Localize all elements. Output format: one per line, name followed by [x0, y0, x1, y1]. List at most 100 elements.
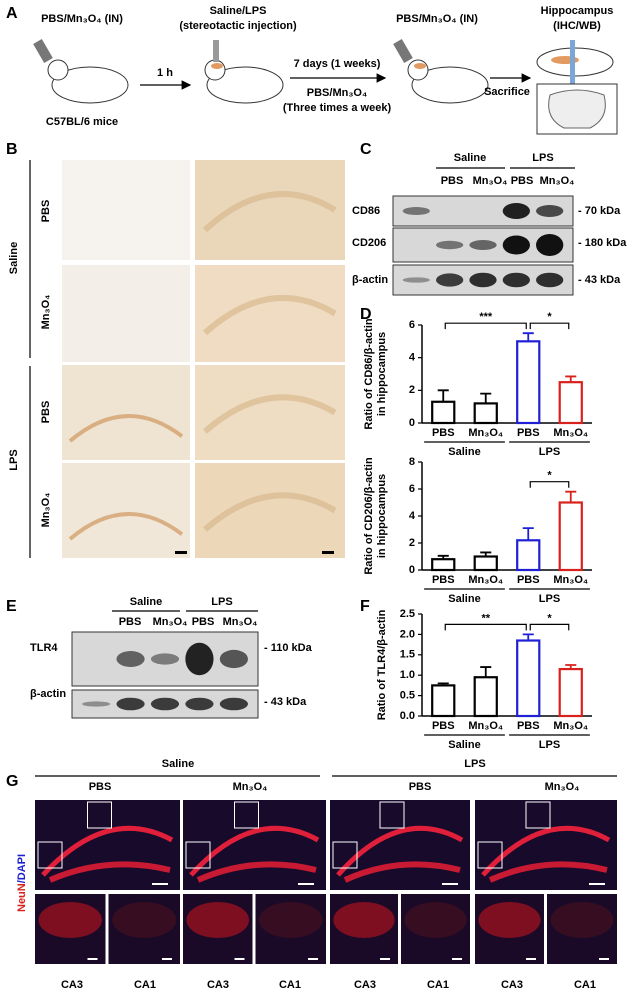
panel-label: A — [6, 5, 18, 22]
band — [219, 697, 248, 711]
error-bar — [565, 375, 577, 383]
step-label: (IHC/WB) — [553, 20, 601, 32]
inset-box — [185, 841, 211, 869]
group-label: Saline — [8, 242, 20, 274]
significance-bracket — [529, 481, 570, 488]
group-label: Saline — [448, 446, 480, 458]
group-label: Saline — [448, 593, 480, 605]
lane-label: Mn₃O₄ — [473, 175, 508, 187]
micrograph — [195, 160, 345, 260]
band — [185, 642, 214, 676]
row-label: PBS — [40, 401, 52, 424]
band — [185, 697, 214, 711]
inset-box — [332, 841, 358, 869]
tissue-band — [203, 394, 337, 434]
significance-label: ** — [481, 612, 490, 624]
y-tick-label: 4 — [409, 510, 416, 522]
micrograph — [62, 463, 190, 558]
x-tick-label: PBS — [432, 720, 455, 732]
band — [536, 234, 564, 256]
column-label: Mn₃O₄ — [233, 781, 268, 793]
scale-bar — [322, 551, 334, 554]
group-label: LPS — [539, 593, 560, 605]
inset-box — [234, 801, 259, 829]
neun-signal — [481, 825, 611, 877]
inset-box — [87, 801, 112, 829]
band — [116, 651, 145, 667]
bar — [558, 381, 583, 425]
tissue-band — [68, 512, 184, 541]
inset-box — [477, 841, 503, 869]
band — [436, 273, 464, 287]
error-bar — [565, 490, 577, 503]
band — [219, 649, 248, 669]
significance-label: * — [547, 311, 552, 323]
error-bar — [437, 554, 449, 560]
neun-signal — [259, 902, 323, 938]
neun-signal — [189, 825, 320, 877]
region-label: CA3 — [207, 979, 229, 991]
lane-label: Mn₃O₄ — [540, 175, 575, 187]
neun-signal — [336, 825, 464, 877]
schematic — [33, 38, 618, 135]
group-label: Saline — [162, 758, 194, 770]
region-label: CA1 — [134, 979, 156, 991]
error-bar — [565, 664, 577, 670]
y-tick-label: 6 — [409, 483, 415, 495]
y-tick-label: 2 — [409, 537, 415, 549]
x-tick-label: PBS — [432, 427, 455, 439]
group-label: LPS — [532, 152, 553, 164]
bar — [473, 676, 498, 718]
tissue-band — [202, 191, 337, 233]
scale-bar — [298, 883, 314, 885]
panel-label: C — [360, 141, 372, 158]
bar — [431, 400, 456, 425]
lane-label: Mn₃O₄ — [153, 616, 188, 628]
neun-signal — [48, 861, 171, 883]
region-label: CA1 — [574, 979, 596, 991]
significance-bracket — [444, 623, 527, 631]
x-tick-label: PBS — [517, 720, 540, 732]
x-tick-label: PBS — [432, 574, 455, 586]
scale-bar — [442, 883, 458, 885]
scale-bar — [234, 958, 245, 960]
x-tick-label: Mn₃O₄ — [468, 574, 503, 586]
significance-bracket — [529, 322, 570, 330]
neun-signal — [112, 902, 177, 938]
tissue-band — [68, 414, 184, 443]
size-label: - 43 kDa — [578, 274, 621, 286]
significance-bracket — [444, 322, 527, 330]
y-tick-label: 4 — [409, 352, 416, 364]
significance-bracket — [529, 623, 570, 631]
error-bar — [522, 633, 534, 641]
band — [469, 272, 497, 288]
mouse-label: C57BL/6 mice — [46, 116, 118, 128]
bar — [516, 639, 541, 718]
x-tick-label: Mn₃O₄ — [468, 720, 503, 732]
panel-label: D — [360, 306, 372, 323]
size-label: - 70 kDa — [578, 205, 621, 217]
group-label: LPS — [539, 446, 560, 458]
region-label: CA3 — [354, 979, 376, 991]
y-tick-label: 2.0 — [400, 628, 415, 640]
y-tick-label: 2.5 — [400, 608, 415, 620]
significance-label: *** — [479, 311, 493, 323]
y-tick-label: 0 — [409, 564, 415, 576]
neun-signal — [41, 825, 174, 877]
x-tick-label: Mn₃O₄ — [553, 720, 588, 732]
band — [436, 240, 464, 250]
neun-signal — [343, 861, 461, 883]
x-tick-label: Mn₃O₄ — [553, 574, 588, 586]
lane-label: PBS — [119, 616, 142, 628]
blot-label: β-actin — [352, 274, 388, 286]
y-axis-label: Ratio of CD86/β-actin — [363, 318, 375, 430]
y-axis-label: in hippocampus — [376, 332, 388, 416]
lane-label: PBS — [192, 616, 215, 628]
band — [402, 277, 430, 283]
y-axis-label: Ratio of CD206/β-actin — [363, 457, 375, 575]
neun-signal — [404, 902, 467, 938]
scale-bar — [589, 883, 605, 885]
group-label: LPS — [8, 449, 20, 470]
scale-bar — [308, 958, 318, 960]
